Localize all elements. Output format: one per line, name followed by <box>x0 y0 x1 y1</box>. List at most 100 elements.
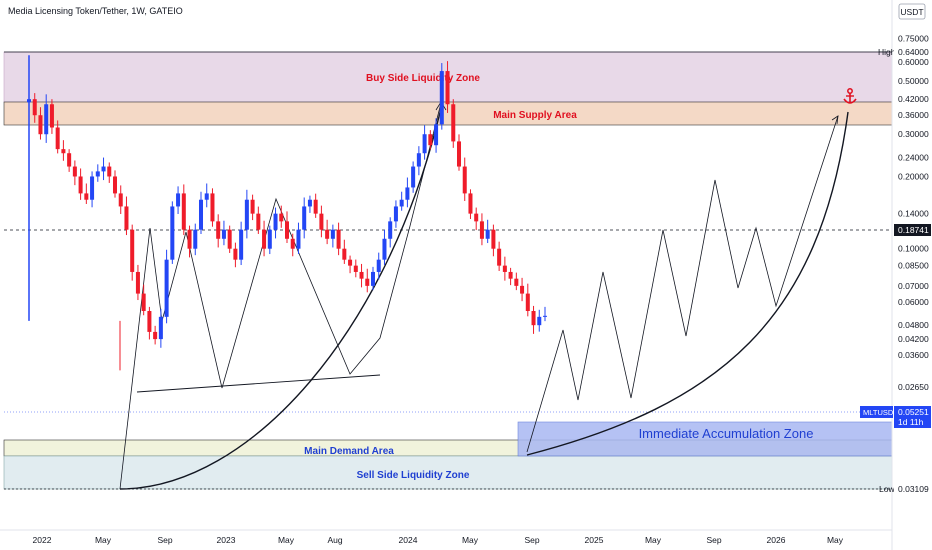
candle-up <box>537 316 542 326</box>
candle-up <box>542 315 548 317</box>
candle-down <box>514 278 519 286</box>
candle-down <box>325 229 330 239</box>
current-price-tag: 0.05251 1d 11h <box>894 406 931 428</box>
candle-down <box>508 271 513 279</box>
x-tick-label: May <box>462 535 479 545</box>
candle-down <box>445 71 450 105</box>
candle-down <box>210 193 215 222</box>
candle-down <box>84 193 89 200</box>
x-tick-label: 2024 <box>399 535 418 545</box>
candle-down <box>233 248 238 260</box>
x-tick-label: May <box>278 535 295 545</box>
y-tick-label: 0.50000 <box>898 76 929 86</box>
candle-up <box>416 153 421 167</box>
y-tick-label: 0.36000 <box>898 110 929 120</box>
candle-down <box>284 221 290 239</box>
y-tick-label: 0.60000 <box>898 57 929 67</box>
y-tick-label: 0.04800 <box>898 320 929 330</box>
high-label: High <box>878 47 896 57</box>
x-tick-label: Aug <box>327 535 342 545</box>
candle-down <box>227 229 232 249</box>
candle-down <box>124 206 129 230</box>
candle-down <box>112 176 118 194</box>
candle-up <box>411 166 416 188</box>
x-tick-label: 2022 <box>33 535 52 545</box>
candle-down <box>55 127 60 150</box>
candle-down <box>187 229 192 249</box>
candle-down <box>313 199 318 214</box>
currency-button-label: USDT <box>900 7 923 17</box>
x-tick-label: 2025 <box>585 535 604 545</box>
candle-down <box>348 259 353 266</box>
candle-down <box>491 229 496 249</box>
candle-down <box>525 293 530 311</box>
candle-up <box>204 193 209 200</box>
candle-down <box>135 271 140 294</box>
candle-up <box>422 134 427 154</box>
candle-up <box>273 213 278 230</box>
candle-up <box>307 199 312 207</box>
candle-up <box>176 193 181 207</box>
x-tick-label: May <box>645 535 662 545</box>
candle-up <box>244 199 249 230</box>
candle-down <box>216 221 221 239</box>
x-tick-label: May <box>827 535 844 545</box>
candle-up <box>193 229 198 249</box>
candle-down <box>250 199 255 214</box>
candle-down <box>502 265 507 272</box>
candle-up <box>221 229 226 239</box>
candle-down <box>32 99 37 116</box>
accumulation-label: Immediate Accumulation Zone <box>639 426 814 441</box>
candle-down <box>520 285 525 294</box>
candle-down <box>474 213 479 222</box>
parabolic-curve-right <box>526 111 849 456</box>
x-tick-label: Sep <box>524 535 539 545</box>
candle-down <box>153 331 158 340</box>
candle-down <box>336 229 341 249</box>
candle-up <box>405 187 410 200</box>
y-tick-label: 0.20000 <box>898 171 929 181</box>
x-tick-label: 2026 <box>767 535 786 545</box>
key-level-value: 0.18741 <box>898 225 929 235</box>
candle-down <box>130 229 135 272</box>
candle-up <box>267 229 272 249</box>
candle-down <box>319 213 324 230</box>
candle-down <box>342 248 347 260</box>
y-tick-label: 0.30000 <box>898 129 929 139</box>
candle-down <box>38 115 43 135</box>
buy-side-label: Buy Side Liquidity Zone <box>366 73 480 84</box>
low-label: Low <box>879 484 895 494</box>
supply-label: Main Supply Area <box>493 110 577 121</box>
candle-down <box>353 265 358 272</box>
candle-up <box>101 166 106 172</box>
candle-down <box>456 141 462 167</box>
candle-up <box>382 238 387 260</box>
y-tick-label: 0.10000 <box>898 244 929 254</box>
candle-up <box>434 124 439 146</box>
chart-title: Media Licensing Token/Tether, 1W, GATEIO <box>8 6 183 16</box>
candle-down <box>479 221 484 239</box>
projection-arrowhead <box>831 115 839 125</box>
candle-up <box>302 206 307 230</box>
candle-down <box>61 149 66 154</box>
candle-down <box>141 293 146 311</box>
candle-up <box>164 259 169 317</box>
candle-up <box>399 199 404 207</box>
candle-down <box>365 278 370 286</box>
historical-zigzag <box>119 102 442 490</box>
high-price-tag: 0.64000 <box>894 47 930 58</box>
candle-up <box>393 206 398 222</box>
candle-down <box>78 176 83 194</box>
time-axis[interactable]: 2022 May Sep 2023 May Aug 2024 May Sep 2025 May Sep… <box>33 535 844 545</box>
y-tick-label: 0.06000 <box>898 297 929 307</box>
candle-down <box>428 134 433 146</box>
parabolic-curve-left <box>119 103 443 490</box>
candle-up <box>296 229 301 249</box>
y-tick-label: 0.03600 <box>898 350 929 360</box>
currency-button[interactable]: USDT <box>898 3 926 20</box>
price-axis[interactable]: 0.75000 0.60000 0.50000 0.42000 0.36000 0.300… <box>898 34 929 392</box>
candle-up <box>95 171 100 177</box>
candles-group <box>26 55 548 371</box>
